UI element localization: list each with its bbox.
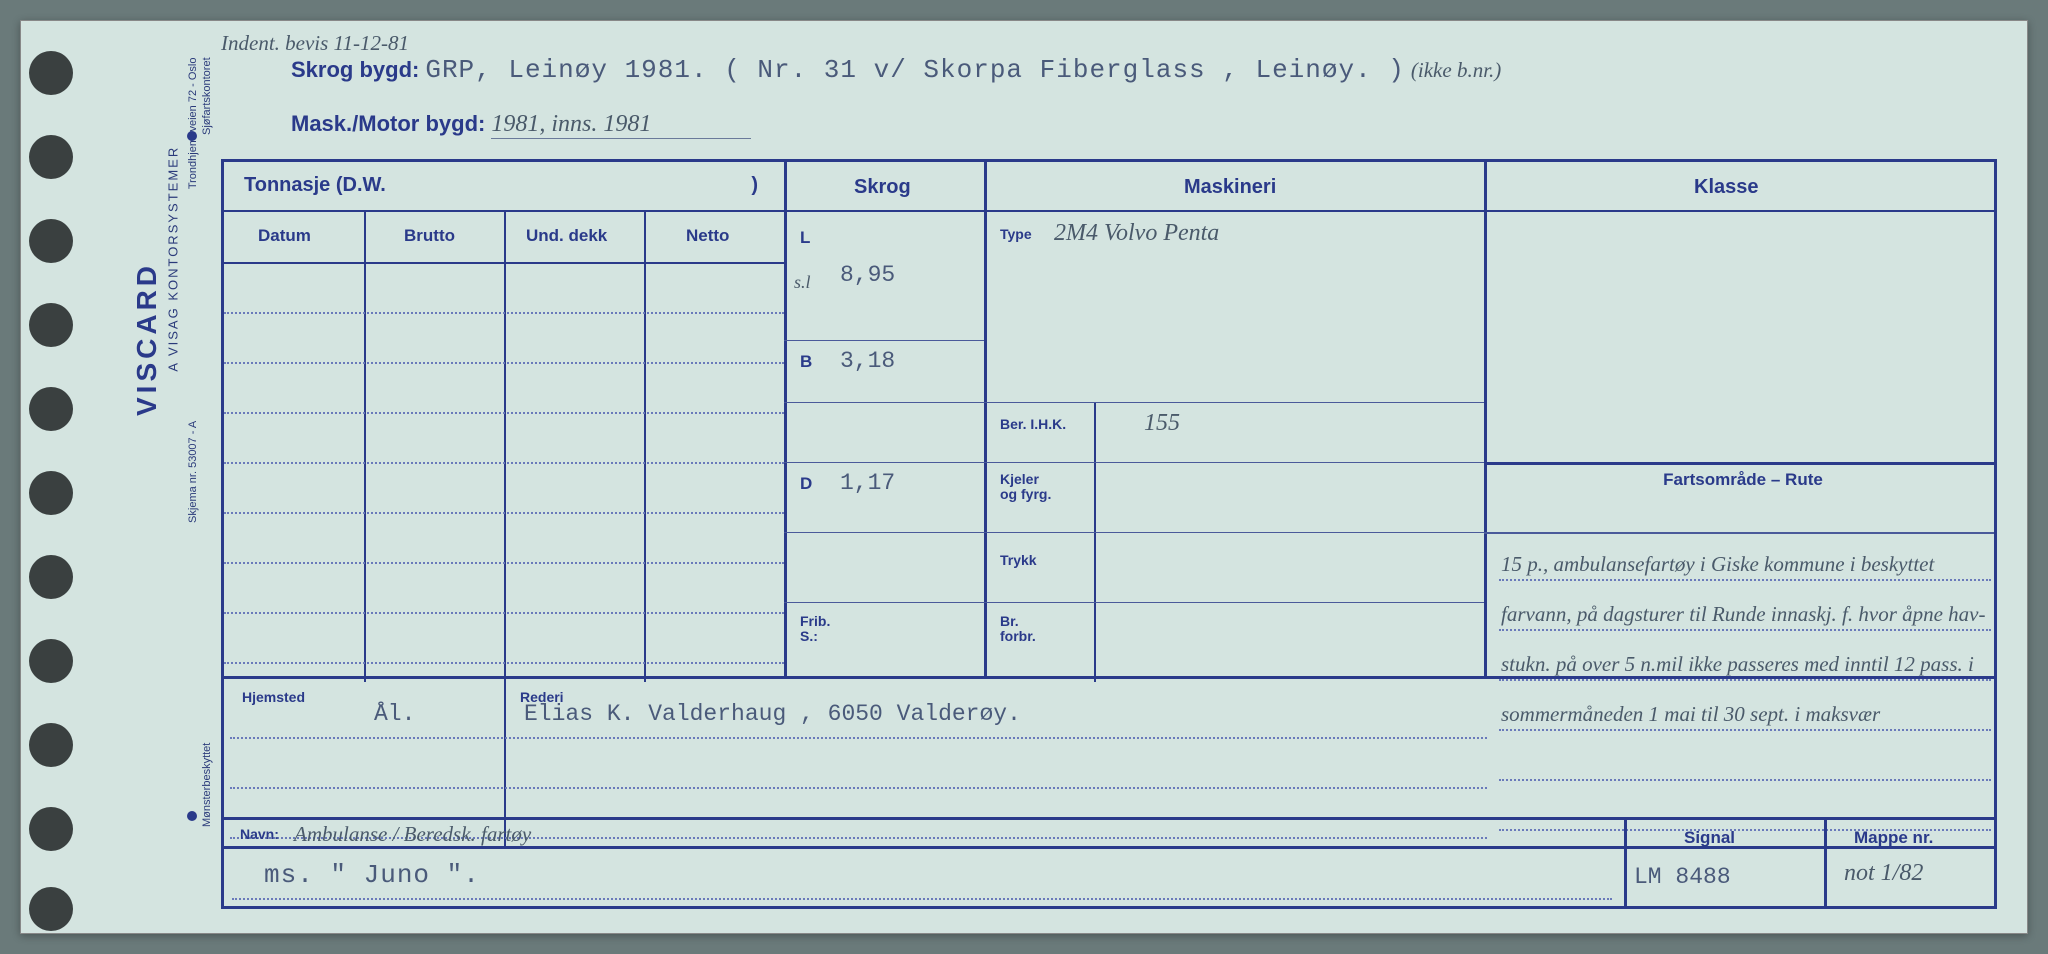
lbl-B: B	[800, 352, 812, 372]
lbl-hjemsted: Hjemsted	[242, 689, 305, 705]
skrog-bygd-suffix: (ikke b.nr.)	[1411, 58, 1501, 83]
hdr-datum: Datum	[258, 226, 311, 246]
navn-hand: Ambulanse / Beredsk. fartøy	[294, 822, 531, 847]
val-signal: LM 8488	[1634, 864, 1731, 890]
skrog-bygd-label: Skrog bygd:	[291, 57, 419, 83]
motor-bygd-label: Mask./Motor bygd:	[291, 111, 485, 137]
val-type: 2M4 Volvo Penta	[1054, 220, 1219, 247]
hdr-klasse: Klasse	[1694, 176, 1759, 199]
lbl-frib: Frib. S.:	[800, 614, 830, 645]
val-rederi: Elias K. Valderhaug , 6050 Valderøy.	[524, 701, 1021, 727]
val-hjemsted: Ål.	[374, 701, 415, 727]
val-B: 3,18	[840, 348, 895, 374]
lbl-br: Br. forbr.	[1000, 614, 1036, 645]
val-L: 8,95	[840, 262, 895, 288]
form-area: Indent. bevis 11-12-81 Skrog bygd: GRP, …	[221, 39, 1997, 909]
navn-typed: ms. " Juno ".	[264, 860, 480, 890]
hdr-skrog: Skrog	[854, 176, 911, 199]
hdr-maskineri: Maskineri	[1184, 176, 1276, 199]
lbl-ber: Ber. I.H.K.	[1000, 416, 1066, 432]
skrog-bygd-row: Skrog bygd: GRP, Leinøy 1981. ( Nr. 31 v…	[291, 55, 1501, 85]
val-ber: 155	[1144, 410, 1180, 437]
val-D: 1,17	[840, 470, 895, 496]
hdr-netto: Netto	[686, 226, 729, 246]
side-line2: Trondhjemsveien 72 - Oslo	[187, 58, 199, 190]
lbl-trykk: Trykk	[1000, 552, 1037, 568]
brand-logo: VISCARD	[131, 262, 163, 416]
lbl-navn: Navn:	[240, 826, 279, 842]
skrog-bygd-value: GRP, Leinøy 1981. ( Nr. 31 v/ Skorpa Fib…	[425, 55, 1405, 85]
lbl-sl: s.l	[794, 272, 811, 293]
lbl-L: L	[800, 228, 810, 248]
hdr-fart: Fartsområde – Rute	[1492, 470, 1994, 490]
index-card: VISCARD A VISAG KONTORSYSTEMER Skjema nr…	[20, 20, 2028, 934]
lbl-kjeler: Kjeler og fyrg.	[1000, 472, 1051, 503]
side-monster: Mønsterbeskyttet	[201, 743, 213, 827]
val-mappe: not 1/82	[1844, 860, 1923, 887]
lbl-mappe: Mappe nr.	[1854, 828, 1933, 848]
hdr-tonnasje: Tonnasje (D.W. )	[244, 174, 758, 197]
side-dot	[187, 131, 197, 141]
side-sjofart: Sjøfartskontoret	[201, 57, 213, 135]
side-line1: A VISAG KONTORSYSTEMER	[166, 146, 181, 372]
hdr-und-dekk: Und. dekk	[526, 226, 607, 246]
motor-bygd-value: 1981, inns. 1981	[491, 111, 751, 139]
punch-holes	[21, 21, 111, 933]
lbl-type: Type	[1000, 226, 1032, 242]
top-handwritten-note: Indent. bevis 11-12-81	[221, 31, 409, 56]
lbl-D: D	[800, 474, 812, 494]
side-dot	[187, 811, 197, 821]
lbl-signal: Signal	[1684, 828, 1735, 848]
hdr-brutto: Brutto	[404, 226, 455, 246]
motor-bygd-row: Mask./Motor bygd: 1981, inns. 1981	[291, 111, 751, 139]
side-skjema: Skjema nr. 53007 - A	[187, 421, 199, 523]
bottom-strip: Navn: Ambulanse / Beredsk. fartøy ms. " …	[221, 817, 1997, 909]
